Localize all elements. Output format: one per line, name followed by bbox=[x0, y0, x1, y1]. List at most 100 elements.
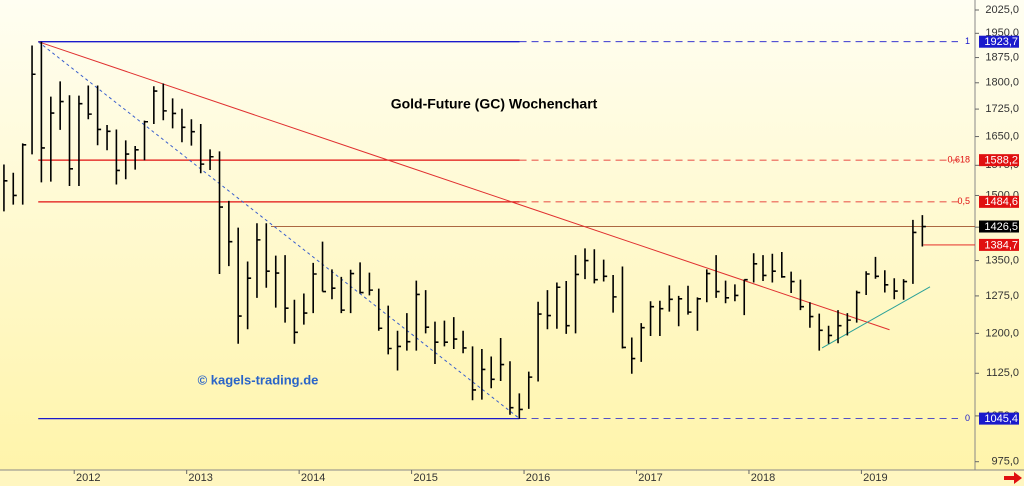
x-tick-label: 2013 bbox=[188, 472, 212, 484]
price-tag bbox=[979, 195, 1019, 208]
price-bar bbox=[630, 337, 636, 374]
price-bar bbox=[293, 299, 298, 344]
price-bar bbox=[912, 219, 917, 284]
price-bar bbox=[837, 310, 842, 344]
level-ratio: 0,618 bbox=[947, 155, 970, 165]
y-tick-label: 975,0 bbox=[991, 456, 1019, 468]
price-bar bbox=[640, 323, 645, 362]
watermark: © kagels-trading.de bbox=[198, 372, 319, 387]
price-bar bbox=[434, 321, 439, 364]
price-bar bbox=[134, 145, 139, 170]
price-bar bbox=[265, 223, 270, 288]
price-tag-label: 1588,2 bbox=[984, 155, 1018, 167]
price-bar bbox=[827, 325, 833, 344]
price-bar bbox=[368, 272, 373, 296]
price-bar bbox=[331, 269, 336, 300]
price-bar bbox=[452, 317, 458, 350]
price-bar bbox=[78, 95, 83, 187]
price-bar bbox=[246, 261, 252, 330]
price-bar bbox=[537, 301, 542, 382]
price-bar bbox=[21, 143, 27, 205]
y-tick-label: 1800,0 bbox=[985, 77, 1019, 89]
price-bar bbox=[818, 313, 823, 351]
level-ratio: 0,5 bbox=[957, 196, 970, 206]
price-bar bbox=[696, 297, 701, 331]
price-bar bbox=[237, 227, 242, 344]
price-bar bbox=[893, 278, 898, 300]
price-bar bbox=[31, 45, 36, 155]
price-bar bbox=[387, 305, 392, 355]
y-tick-label: 1275,0 bbox=[985, 290, 1019, 302]
price-bar bbox=[546, 290, 551, 330]
price-bar bbox=[649, 301, 655, 336]
price-bar bbox=[284, 255, 289, 323]
price-bar bbox=[312, 262, 317, 314]
price-bar bbox=[612, 274, 617, 313]
price-bar bbox=[415, 280, 420, 351]
price-bar bbox=[556, 282, 561, 329]
price-bar bbox=[171, 98, 177, 129]
price-bar bbox=[715, 255, 720, 298]
price-bar bbox=[274, 255, 280, 308]
scroll-arrow[interactable] bbox=[1004, 472, 1022, 484]
x-tick-label: 2016 bbox=[526, 472, 550, 484]
price-bar bbox=[565, 281, 570, 334]
price-bar bbox=[321, 241, 327, 293]
price-bar bbox=[462, 330, 467, 354]
level-ratio: 1 bbox=[965, 36, 970, 46]
price-bar bbox=[865, 271, 870, 295]
price-bar bbox=[181, 108, 186, 143]
price-bar bbox=[621, 266, 626, 349]
price-bar bbox=[602, 259, 608, 282]
price-tag bbox=[979, 412, 1019, 425]
price-bar bbox=[687, 285, 692, 315]
x-tick-label: 2015 bbox=[413, 472, 437, 484]
x-tick-label: 2014 bbox=[301, 472, 325, 484]
price-bar bbox=[902, 279, 908, 300]
y-tick-label: 1650,0 bbox=[985, 130, 1019, 142]
price-bar bbox=[584, 248, 589, 280]
price-bar bbox=[68, 95, 73, 187]
price-bar bbox=[593, 249, 598, 284]
x-axis-band bbox=[0, 470, 1024, 486]
price-bar bbox=[471, 346, 477, 401]
y-tick-label: 1125,0 bbox=[986, 367, 1019, 379]
price-bar bbox=[743, 278, 748, 316]
price-bar bbox=[228, 200, 233, 267]
x-tick-label: 2012 bbox=[76, 472, 100, 484]
price-bar bbox=[115, 129, 120, 185]
y-tick-label: 1725,0 bbox=[985, 103, 1019, 115]
price-tag bbox=[979, 154, 1019, 167]
price-bar bbox=[3, 164, 8, 212]
price-bar bbox=[799, 279, 804, 311]
price-bar bbox=[705, 269, 711, 303]
price-bar bbox=[855, 290, 861, 323]
x-tick-label: 2018 bbox=[751, 472, 775, 484]
price-tag-label: 1384,7 bbox=[984, 239, 1018, 251]
price-bar bbox=[50, 96, 55, 182]
price-bar bbox=[359, 262, 364, 294]
price-bar bbox=[443, 320, 448, 347]
price-bar bbox=[377, 288, 383, 331]
price-bar bbox=[574, 255, 580, 334]
price-bar bbox=[87, 85, 92, 120]
price-bar bbox=[153, 86, 158, 124]
price-bar bbox=[162, 83, 167, 121]
price-bar bbox=[752, 253, 758, 283]
price-bar bbox=[199, 123, 205, 174]
price-tag-label: 1045,4 bbox=[984, 413, 1018, 425]
price-bar bbox=[884, 270, 889, 293]
price-bar bbox=[724, 280, 730, 304]
price-bar bbox=[340, 276, 345, 314]
price-bar bbox=[490, 356, 495, 389]
price-bar bbox=[499, 338, 505, 382]
price-bar bbox=[424, 290, 430, 334]
price-bar bbox=[40, 41, 45, 183]
price-bar bbox=[518, 393, 523, 419]
price-bar bbox=[771, 253, 776, 283]
price-bar bbox=[303, 293, 308, 325]
y-tick-label: 2025,0 bbox=[985, 4, 1019, 16]
y-tick-label: 1875,0 bbox=[985, 51, 1019, 63]
